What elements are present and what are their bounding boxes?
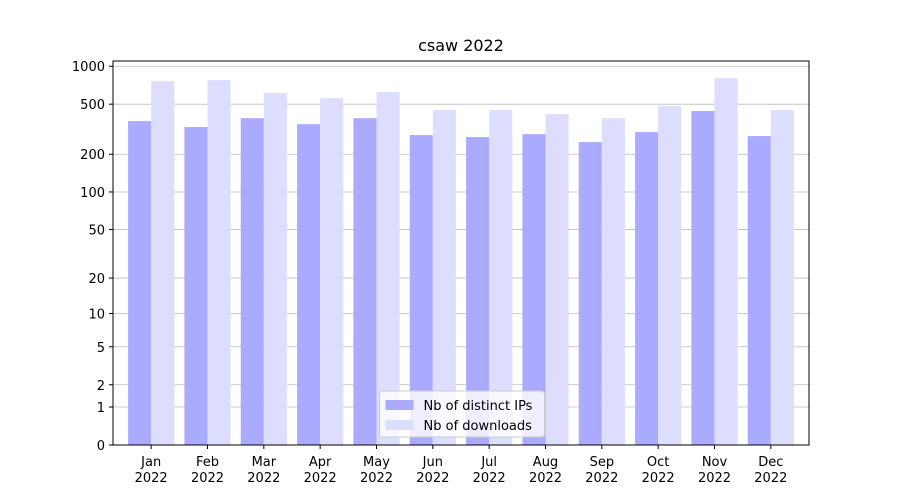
bar xyxy=(297,124,321,446)
x-tick-label: 2022 xyxy=(754,471,787,486)
bar xyxy=(376,92,400,445)
legend-box xyxy=(379,390,545,438)
bar xyxy=(545,114,569,445)
x-tick-label: May xyxy=(363,455,390,470)
plot-frame xyxy=(112,60,810,446)
bar xyxy=(432,110,456,445)
y-tick-label: 200 xyxy=(80,148,105,163)
bar xyxy=(747,136,771,445)
y-tick-label: 1000 xyxy=(72,60,105,75)
bar xyxy=(691,111,715,445)
x-tick-label: 2022 xyxy=(304,471,337,486)
x-tick-label: 2022 xyxy=(585,471,618,486)
x-tick-label: 2022 xyxy=(191,471,224,486)
legend-swatch xyxy=(385,400,414,410)
x-tick-label: Oct xyxy=(647,455,669,470)
legend-swatch xyxy=(385,420,414,430)
x-tick-label: 2022 xyxy=(529,471,562,486)
y-tick-label: 2 xyxy=(97,379,105,394)
bar xyxy=(184,127,208,446)
y-tick-label: 100 xyxy=(80,186,105,201)
bar xyxy=(578,142,602,445)
chart-title: csaw 2022 xyxy=(418,36,504,55)
x-tick-label: Feb xyxy=(196,455,219,470)
x-tick-label: Mar xyxy=(252,455,277,470)
x-tick-label: Nov xyxy=(702,455,728,470)
bar xyxy=(240,118,264,445)
x-tick-label: Apr xyxy=(309,455,332,470)
x-tick-label: Aug xyxy=(533,455,558,470)
bar xyxy=(128,121,152,446)
x-tick-label: Jan xyxy=(140,455,161,470)
x-tick-label: 2022 xyxy=(473,471,506,486)
x-tick-label: 2022 xyxy=(135,471,168,486)
bar xyxy=(658,106,682,445)
bar xyxy=(151,81,175,445)
bar xyxy=(522,134,546,446)
y-tick-label: 0 xyxy=(97,439,105,454)
bar xyxy=(714,78,738,446)
y-tick-label: 500 xyxy=(80,98,105,113)
legend: Nb of distinct IPs Nb of downloads xyxy=(379,390,545,438)
bar xyxy=(466,137,490,445)
bar xyxy=(207,80,231,446)
bar xyxy=(320,98,344,446)
bar xyxy=(409,135,433,445)
bar xyxy=(601,118,625,445)
x-tick-label: Jul xyxy=(480,455,497,470)
legend-label: Nb of distinct IPs xyxy=(424,399,533,414)
x-tick-label: Sep xyxy=(590,455,615,470)
y-tick-label: 50 xyxy=(88,223,105,238)
x-tick-label: Dec xyxy=(758,455,783,470)
bar xyxy=(770,110,794,445)
y-tick-label: 1 xyxy=(97,401,105,416)
bar xyxy=(353,118,377,445)
bar xyxy=(635,132,659,446)
x-tick-label: 2022 xyxy=(416,471,449,486)
x-tick-label: 2022 xyxy=(642,471,675,486)
legend-label: Nb of downloads xyxy=(424,419,533,434)
x-tick-label: 2022 xyxy=(698,471,731,486)
x-tick-label: Jun xyxy=(422,455,443,470)
y-tick-label: 5 xyxy=(97,341,105,356)
bar xyxy=(263,93,287,445)
bar xyxy=(489,110,513,445)
x-tick-label: 2022 xyxy=(360,471,393,486)
y-tick-label: 10 xyxy=(88,308,105,323)
x-tick-label: 2022 xyxy=(247,471,280,486)
y-tick-label: 20 xyxy=(88,272,105,287)
